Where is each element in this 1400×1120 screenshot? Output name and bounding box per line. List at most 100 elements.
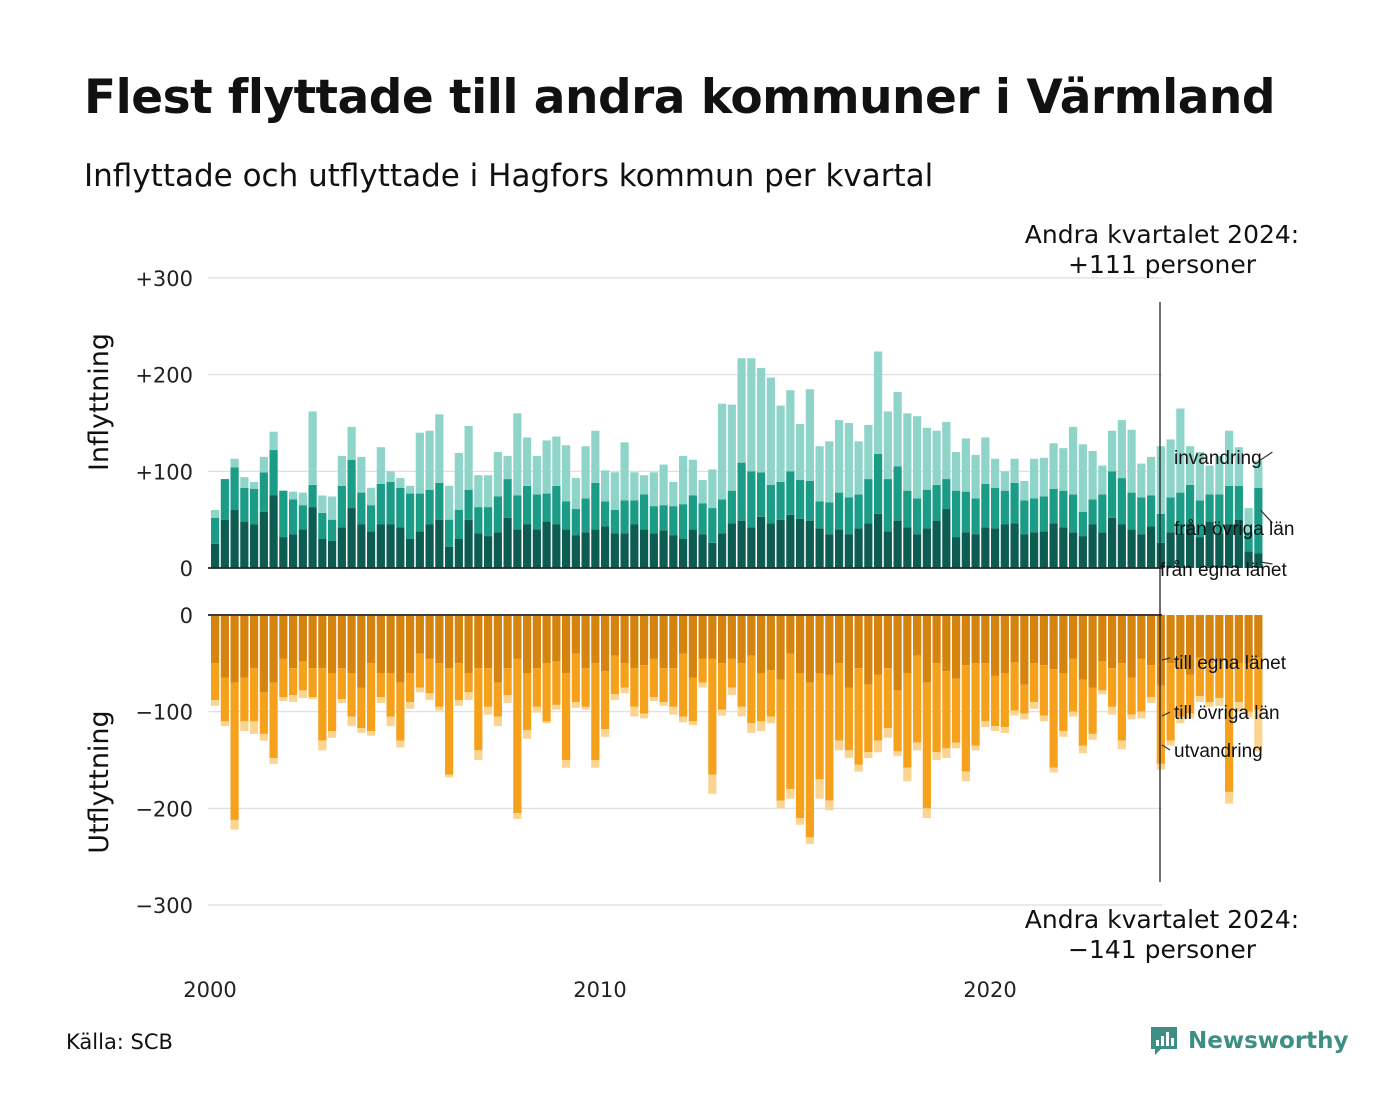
- bar-in-segment: [1000, 490, 1009, 525]
- bar-in-segment: [874, 513, 883, 568]
- bar-in-segment: [1059, 448, 1068, 491]
- bar-out-segment: [425, 693, 434, 701]
- bar-out-segment: [825, 674, 834, 801]
- bar-out-segment: [493, 682, 502, 717]
- bar-in-segment: [1244, 532, 1253, 552]
- bar-out-segment: [259, 733, 268, 741]
- bar-in-segment: [357, 524, 366, 568]
- bar-in-segment: [328, 519, 337, 541]
- bar-out-segment: [250, 668, 259, 722]
- bar-out-segment: [318, 740, 327, 751]
- bar-out-segment: [640, 713, 649, 719]
- bar-in-segment: [1039, 531, 1048, 568]
- bar-out-segment: [1186, 674, 1195, 714]
- bar-out-segment: [259, 692, 268, 734]
- bar-in-segment: [591, 482, 600, 530]
- bar-in-segment: [396, 487, 405, 528]
- bar-out-segment: [230, 615, 239, 683]
- bar-out-segment: [903, 673, 912, 768]
- bar-in-segment: [649, 506, 658, 534]
- bar-in-segment: [688, 495, 697, 530]
- bar-out-segment: [786, 789, 795, 799]
- bar-out-segment: [503, 695, 512, 703]
- bar-in-segment: [854, 441, 863, 495]
- bar-in-segment: [1108, 471, 1117, 518]
- bar-in-segment: [932, 430, 941, 485]
- bar-in-segment: [1000, 524, 1009, 568]
- bar-out-segment: [932, 752, 941, 760]
- bar-in-segment: [854, 494, 863, 529]
- bar-out-segment: [474, 750, 483, 760]
- bar-in-segment: [1030, 498, 1039, 533]
- bar-out-segment: [786, 653, 795, 789]
- bar-out-segment: [1225, 615, 1234, 669]
- bar-in-segment: [1254, 460, 1263, 488]
- x-tick-label: 2000: [183, 978, 236, 1002]
- bar-in-segment: [961, 438, 970, 492]
- y-tick-label-out: −200: [135, 797, 193, 821]
- bar-in-segment: [1176, 492, 1185, 534]
- bar-out-segment: [562, 760, 571, 768]
- bar-out-segment: [337, 668, 346, 700]
- bar-out-segment: [211, 615, 220, 664]
- bar-in-segment: [825, 534, 834, 568]
- bar-out-segment: [1098, 661, 1107, 691]
- bar-in-segment: [523, 437, 532, 486]
- bar-out-segment: [318, 615, 327, 669]
- bar-out-segment: [757, 615, 766, 673]
- bar-out-segment: [571, 615, 580, 654]
- bar-out-segment: [971, 615, 980, 664]
- bar-in-segment: [874, 351, 883, 454]
- bar-out-segment: [532, 706, 541, 713]
- bar-in-segment: [952, 452, 961, 491]
- bar-out-segment: [552, 704, 561, 710]
- bar-in-segment: [922, 528, 931, 568]
- bar-out-segment: [415, 687, 424, 693]
- series-label-out: utvandring: [1174, 741, 1263, 762]
- bar-out-segment: [1020, 713, 1029, 720]
- bar-out-segment: [1176, 716, 1185, 724]
- y-tick-label-out: 0: [180, 604, 193, 628]
- bar-in-segment: [718, 499, 727, 534]
- bar-in-segment: [240, 487, 249, 522]
- bar-in-segment: [435, 414, 444, 483]
- bar-out-segment: [367, 663, 376, 731]
- bar-out-segment: [1030, 702, 1039, 709]
- bar-out-segment: [464, 692, 473, 701]
- bar-out-segment: [942, 671, 951, 749]
- bar-out-segment: [571, 653, 580, 702]
- bar-out-segment: [308, 668, 317, 698]
- bar-out-segment: [532, 615, 541, 669]
- bar-out-segment: [981, 721, 990, 728]
- bar-out-segment: [1049, 767, 1058, 773]
- bar-out-segment: [630, 668, 639, 707]
- bar-in-segment: [805, 520, 814, 568]
- bar-in-segment: [922, 489, 931, 529]
- bar-out-segment: [757, 673, 766, 722]
- bar-out-segment: [805, 682, 814, 838]
- bar-out-segment: [766, 615, 775, 671]
- bar-in-segment: [386, 471, 395, 482]
- bar-out-segment: [1147, 697, 1156, 703]
- bar-out-segment: [883, 668, 892, 729]
- bar-in-segment: [883, 531, 892, 568]
- bar-out-segment: [1117, 663, 1126, 741]
- bar-out-segment: [454, 663, 463, 701]
- bar-out-segment: [961, 771, 970, 782]
- bar-in-segment: [1234, 485, 1243, 520]
- bar-in-segment: [1030, 458, 1039, 499]
- bar-out-segment: [230, 682, 239, 820]
- bar-in-segment: [757, 472, 766, 517]
- bar-out-segment: [1078, 745, 1087, 754]
- bar-out-segment: [269, 682, 278, 759]
- bar-out-segment: [893, 751, 902, 757]
- bar-out-segment: [874, 674, 883, 741]
- bar-in-segment: [1127, 429, 1136, 493]
- bar-out-segment: [718, 709, 727, 716]
- bar-out-segment: [367, 615, 376, 664]
- bar-out-segment: [737, 663, 746, 707]
- bar-in-segment: [903, 413, 912, 491]
- bar-out-segment: [269, 758, 278, 764]
- y-tick-label-in: +300: [135, 267, 193, 291]
- bar-in-segment: [776, 405, 785, 482]
